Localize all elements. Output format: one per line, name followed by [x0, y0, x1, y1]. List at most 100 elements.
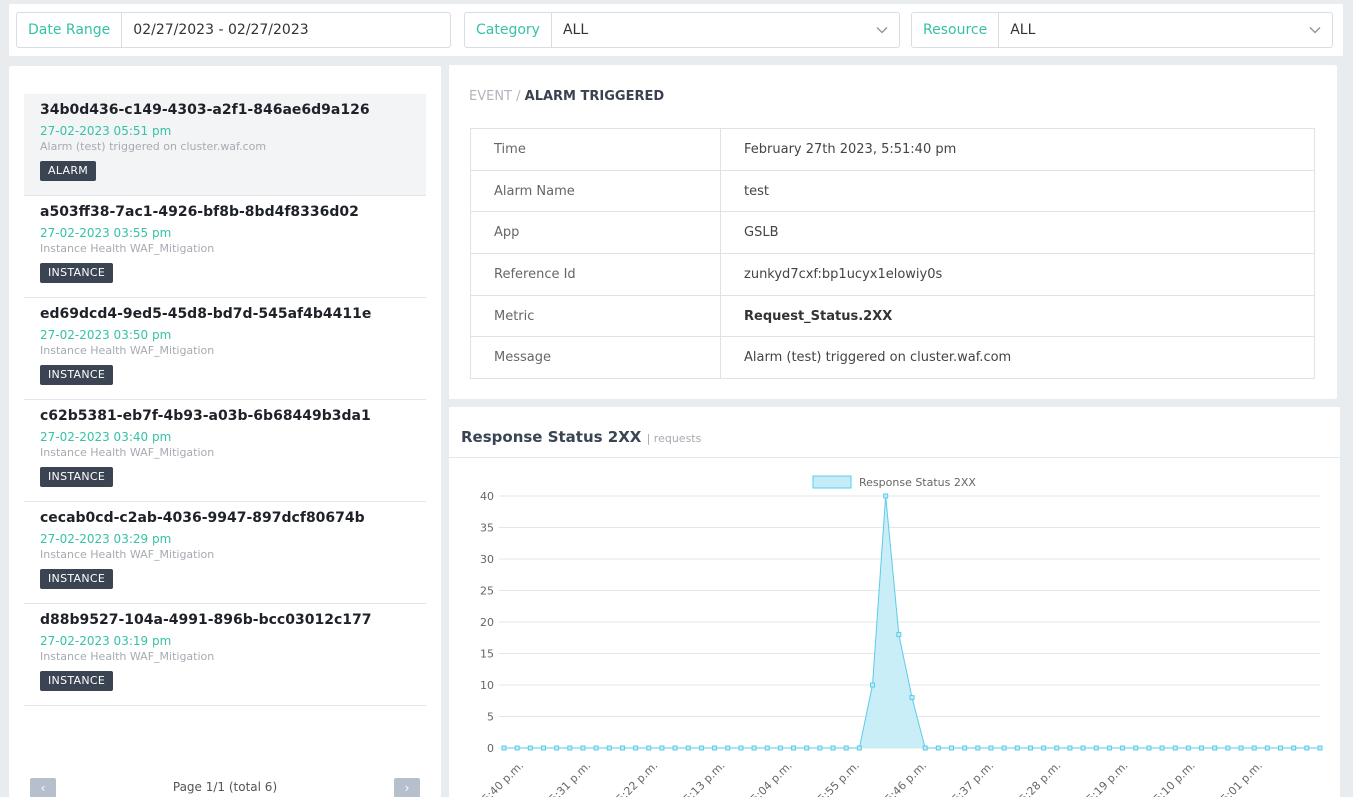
date-range-label: Date Range [17, 13, 123, 47]
event-detail-panel: EVENT / ALARM TRIGGERED Time February 27t… [449, 65, 1337, 399]
data-point [698, 745, 704, 751]
data-point [764, 745, 770, 751]
x-tick-label: 5:55 p.m. [815, 759, 862, 797]
event-type-badge: INSTANCE [40, 365, 114, 385]
category-label: Category [465, 13, 552, 47]
data-point [830, 745, 836, 751]
y-tick-label: 20 [480, 616, 494, 629]
event-id: ed69dcd4-9ed5-45d8-bd7d-545af4b4411e [40, 306, 372, 322]
data-point [1041, 745, 1047, 751]
event-date: 27-02-2023 03:19 pm [40, 634, 172, 648]
y-tick-label: 10 [480, 679, 494, 692]
data-point [1146, 745, 1152, 751]
data-point [646, 745, 652, 751]
next-page-button[interactable]: › [394, 778, 420, 797]
list-item[interactable]: ed69dcd4-9ed5-45d8-bd7d-545af4b4411e 27-… [24, 298, 426, 400]
x-tick-label: 5:40 p.m. [480, 759, 527, 797]
data-point [685, 745, 691, 751]
resource-label: Resource [912, 13, 1000, 47]
event-date: 27-02-2023 03:29 pm [40, 532, 172, 546]
category-select[interactable]: Category ALL [464, 12, 900, 48]
event-id: cecab0cd-c2ab-4036-9947-897dcf80674b [40, 510, 365, 526]
data-point [1304, 745, 1310, 751]
y-tick-label: 15 [480, 648, 494, 661]
data-point [1317, 745, 1323, 751]
event-type-badge: INSTANCE [40, 263, 114, 283]
data-point [1251, 745, 1257, 751]
event-id: 34b0d436-c149-4303-a2f1-846ae6d9a126 [40, 102, 370, 118]
data-point [1133, 745, 1139, 751]
x-tick-label: 5:10 p.m. [1151, 759, 1198, 797]
data-point [1291, 745, 1297, 751]
table-row: Metric Request_Status.2XX [470, 294, 1315, 338]
resource-select[interactable]: Resource ALL [911, 12, 1333, 48]
data-point [909, 695, 915, 701]
x-tick-label: 5:01 p.m. [1218, 759, 1265, 797]
y-tick-label: 0 [487, 742, 494, 755]
event-id: a503ff38-7ac1-4926-bf8b-8bd4f8336d02 [40, 204, 359, 220]
data-point [1159, 745, 1165, 751]
detail-value: Alarm (test) triggered on cluster.waf.co… [720, 336, 1315, 380]
data-point [1054, 745, 1060, 751]
data-point [1278, 745, 1284, 751]
data-point [725, 745, 731, 751]
date-range-input[interactable]: 02/27/2023 - 02/27/2023 [133, 22, 309, 38]
data-point [1067, 745, 1073, 751]
data-point [567, 745, 573, 751]
list-item[interactable]: 34b0d436-c149-4303-a2f1-846ae6d9a126 27-… [24, 94, 426, 196]
breadcrumb-prefix: EVENT / [469, 89, 525, 104]
list-item[interactable]: cecab0cd-c2ab-4036-9947-897dcf80674b 27-… [24, 502, 426, 604]
page-title: ALARM TRIGGERED [524, 89, 665, 104]
detail-value: February 27th 2023, 5:51:40 pm [720, 128, 1315, 171]
y-tick-label: 25 [480, 585, 494, 598]
response-status-chart: 0 5 10 15 20 25 30 35 40 5:40 p.m. 5:31 p.m. 5:22 p… [480, 475, 1323, 797]
chart-panel: Response Status 2XX | requests 0 5 10 15 20 2… [449, 407, 1340, 797]
legend-swatch [812, 475, 852, 489]
table-row: Message Alarm (test) triggered on cluster… [470, 336, 1315, 380]
resource-value[interactable]: ALL [1010, 22, 1036, 38]
detail-key: Time [470, 128, 721, 171]
list-item[interactable]: c62b5381-eb7f-4b93-a03b-6b68449b3da1 27-… [24, 400, 426, 502]
x-tick-label: 5:22 p.m. [614, 759, 661, 797]
data-point [554, 745, 560, 751]
data-point [948, 745, 954, 751]
prev-page-button[interactable]: ‹ [30, 778, 56, 797]
event-date: 27-02-2023 03:55 pm [40, 226, 172, 240]
chevron-down-icon[interactable] [1298, 13, 1332, 47]
x-tick-label: 5:13 p.m. [681, 759, 728, 797]
list-item[interactable]: d88b9527-104a-4991-896b-bcc03012c177 27-… [24, 604, 426, 706]
table-row: Time February 27th 2023, 5:51:40 pm [470, 128, 1315, 171]
data-point [1080, 745, 1086, 751]
data-point [633, 745, 639, 751]
event-id: c62b5381-eb7f-4b93-a03b-6b68449b3da1 [40, 408, 371, 424]
data-point [1120, 745, 1126, 751]
event-detail-table: Time February 27th 2023, 5:51:40 pm Alarm… [470, 128, 1315, 380]
list-item[interactable]: a503ff38-7ac1-4926-bf8b-8bd4f8336d02 27-… [24, 196, 426, 298]
table-row: Reference Id zunkyd7cxf:bp1ucyx1elowiy0s [470, 253, 1315, 296]
detail-key: Message [470, 336, 721, 380]
chevron-down-icon[interactable] [865, 13, 899, 47]
category-value[interactable]: ALL [562, 22, 589, 38]
event-date: 27-02-2023 05:51 pm [40, 124, 172, 138]
event-type-badge: INSTANCE [40, 569, 114, 589]
data-point [593, 745, 599, 751]
data-point [1212, 745, 1218, 751]
y-tick-label: 35 [480, 522, 494, 535]
data-point [975, 745, 981, 751]
data-point [712, 745, 718, 751]
pagination: ‹ Page 1/1 (total 6) › [30, 778, 420, 797]
event-id: d88b9527-104a-4991-896b-bcc03012c177 [40, 612, 372, 628]
detail-key: Metric [470, 294, 721, 338]
data-point [1093, 745, 1099, 751]
data-point [1014, 745, 1020, 751]
data-point [817, 745, 823, 751]
table-row: App GSLB [470, 211, 1315, 255]
date-range-filter[interactable]: Date Range 02/27/2023 - 02/27/2023 [16, 12, 451, 48]
data-point [1238, 745, 1244, 751]
breadcrumb: EVENT / ALARM TRIGGERED [469, 89, 664, 104]
detail-value: zunkyd7cxf:bp1ucyx1elowiy0s [720, 253, 1315, 296]
data-point [672, 745, 678, 751]
data-point [1264, 745, 1270, 751]
detail-value: test [720, 169, 1315, 213]
data-point [883, 493, 889, 499]
